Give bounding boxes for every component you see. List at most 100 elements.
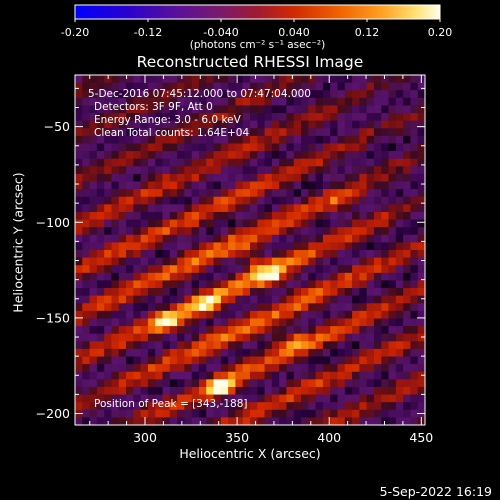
heatmap-cell <box>271 151 280 160</box>
heatmap-cell <box>279 318 287 327</box>
heatmap-cell <box>147 326 156 335</box>
heatmap-cell <box>315 379 324 388</box>
heatmap-cell <box>271 409 280 418</box>
heatmap-cell <box>301 196 309 205</box>
heatmap-cell <box>191 409 200 418</box>
heatmap-cell <box>257 303 265 312</box>
heatmap-cell <box>293 113 302 122</box>
heatmap-cell <box>184 333 193 342</box>
heatmap-cell <box>381 151 389 160</box>
heatmap-cell <box>388 234 397 243</box>
heatmap-cell <box>395 166 404 175</box>
heatmap-cell <box>184 356 193 365</box>
heatmap-cell <box>286 288 295 297</box>
heatmap-cell <box>242 318 251 327</box>
heatmap-cell <box>126 371 134 380</box>
heatmap-cell <box>417 356 425 365</box>
heatmap-cell <box>198 227 207 236</box>
heatmap-cell <box>279 90 287 99</box>
heatmap-cell <box>184 318 193 327</box>
heatmap-cell <box>89 303 98 312</box>
heatmap-cell <box>191 386 200 395</box>
heatmap-cell <box>155 257 163 266</box>
heatmap-cell <box>308 143 317 152</box>
heatmap-cell <box>169 341 178 350</box>
heatmap-cell <box>242 265 251 274</box>
x-tick-label: 300 <box>133 430 157 445</box>
heatmap-cell <box>308 196 317 205</box>
heatmap-cell <box>162 181 171 190</box>
heatmap-cell <box>417 242 425 251</box>
heatmap-cell <box>155 105 163 114</box>
heatmap-cell <box>206 417 214 425</box>
heatmap-cell <box>82 166 90 175</box>
y-tick-label: −200 <box>36 406 70 421</box>
heatmap-cell <box>264 265 273 274</box>
heatmap-cell <box>242 120 251 129</box>
heatmap-cell <box>184 409 193 418</box>
heatmap-cell <box>177 242 185 251</box>
heatmap-cell <box>373 257 382 266</box>
heatmap-cell <box>337 242 346 251</box>
heatmap-cell <box>111 257 120 266</box>
heatmap-cell <box>271 189 280 198</box>
heatmap-cell <box>257 318 265 327</box>
heatmap-cell <box>213 120 222 129</box>
heatmap-cell <box>271 158 280 167</box>
heatmap-cell <box>417 402 425 411</box>
heatmap-cell <box>322 196 331 205</box>
heatmap-cell <box>82 348 90 357</box>
heatmap-cell <box>301 295 309 304</box>
heatmap-cell <box>75 135 83 144</box>
heatmap-cell <box>410 356 419 365</box>
heatmap-cell <box>169 288 178 297</box>
heatmap-cell <box>359 310 368 319</box>
heatmap-cell <box>271 75 280 84</box>
heatmap-cell <box>344 356 353 365</box>
heatmap-cell <box>220 333 229 342</box>
heatmap-cell <box>89 379 98 388</box>
heatmap-cell <box>89 173 98 182</box>
heatmap-cell <box>242 173 251 182</box>
heatmap-cell <box>198 166 207 175</box>
heatmap-cell <box>235 409 244 418</box>
heatmap-cell <box>337 204 346 213</box>
heatmap-cell <box>373 280 382 289</box>
heatmap-cell <box>147 272 156 281</box>
heatmap-cell <box>308 204 317 213</box>
heatmap-cell <box>250 204 258 213</box>
heatmap-cell <box>111 402 120 411</box>
heatmap-cell <box>82 97 90 106</box>
heatmap-cell <box>213 211 222 220</box>
heatmap-cell <box>322 356 331 365</box>
heatmap-cell <box>279 82 287 91</box>
heatmap-cell <box>198 386 207 395</box>
heatmap-cell <box>330 386 338 395</box>
heatmap-cell <box>337 97 346 106</box>
heatmap-cell <box>206 394 214 403</box>
heatmap-cell <box>301 326 309 335</box>
heatmap-cell <box>184 105 193 114</box>
heatmap-cell <box>89 348 98 357</box>
heatmap-cell <box>177 75 185 84</box>
heatmap-cell <box>75 303 83 312</box>
heatmap-cell <box>250 402 258 411</box>
heatmap-cell <box>322 135 331 144</box>
heatmap-cell <box>169 173 178 182</box>
heatmap-cell <box>279 181 287 190</box>
heatmap-cell <box>330 120 338 129</box>
heatmap-cell <box>330 265 338 274</box>
heatmap-cell <box>301 173 309 182</box>
heatmap-cell <box>308 227 317 236</box>
heatmap-cell <box>301 409 309 418</box>
heatmap-cell <box>242 326 251 335</box>
heatmap-cell <box>133 82 142 91</box>
heatmap-cell <box>279 204 287 213</box>
heatmap-cell <box>206 364 214 373</box>
heatmap-cell <box>330 227 338 236</box>
heatmap-cell <box>293 234 302 243</box>
heatmap-cell <box>242 379 251 388</box>
heatmap-cell <box>133 303 142 312</box>
heatmap-cell <box>308 303 317 312</box>
heatmap-cell <box>140 257 149 266</box>
